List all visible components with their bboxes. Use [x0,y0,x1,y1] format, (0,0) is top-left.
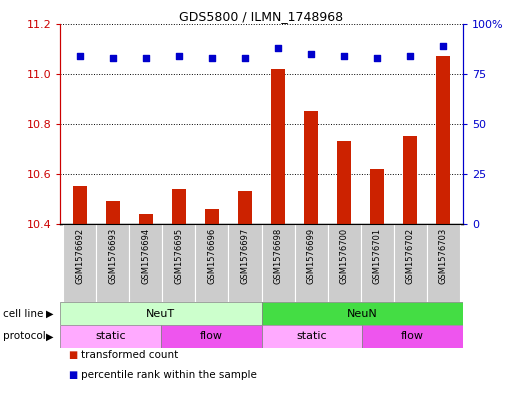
Text: ■: ■ [68,350,77,360]
Point [109,55,117,61]
Bar [271,69,285,224]
Point [307,50,315,57]
Point [406,52,414,59]
Bar [262,302,463,325]
Text: percentile rank within the sample: percentile rank within the sample [81,370,257,380]
Bar [173,189,186,224]
Point [340,52,348,59]
Text: flow: flow [200,331,223,342]
Text: GSM1576701: GSM1576701 [372,228,382,284]
Text: GSM1576698: GSM1576698 [274,228,282,284]
Bar [60,325,161,348]
Bar [196,224,229,302]
Bar [427,224,460,302]
Bar [362,325,463,348]
Bar [106,201,120,224]
Point [373,55,381,61]
Bar [63,224,96,302]
Bar [403,136,417,224]
Text: NeuT: NeuT [146,309,175,319]
Text: protocol: protocol [3,331,46,342]
Bar [327,224,360,302]
Bar [60,302,262,325]
Point [274,44,282,51]
Point [439,42,447,49]
Text: GSM1576695: GSM1576695 [175,228,184,284]
Bar [370,169,384,224]
Text: GDS5800 / ILMN_1748968: GDS5800 / ILMN_1748968 [179,10,344,23]
Bar [262,224,294,302]
Point [142,55,150,61]
Bar [163,224,196,302]
Text: GSM1576700: GSM1576700 [339,228,348,284]
Text: GSM1576692: GSM1576692 [75,228,84,284]
Bar [73,186,86,224]
Text: ▶: ▶ [46,309,53,319]
Text: cell line: cell line [3,309,43,319]
Text: GSM1576693: GSM1576693 [108,228,118,284]
Text: flow: flow [401,331,424,342]
Text: GSM1576694: GSM1576694 [141,228,151,284]
Text: transformed count: transformed count [81,350,178,360]
Bar [161,325,262,348]
Text: ▶: ▶ [46,331,53,342]
Text: NeuN: NeuN [347,309,378,319]
Bar [360,224,393,302]
Point [241,55,249,61]
Text: static: static [95,331,126,342]
Bar [229,224,262,302]
Bar [304,111,317,224]
Bar [437,56,450,224]
Bar [262,325,362,348]
Bar [337,141,350,224]
Point [208,55,216,61]
Text: ■: ■ [68,370,77,380]
Text: GSM1576696: GSM1576696 [208,228,217,284]
Point [76,52,84,59]
Bar [96,224,130,302]
Text: GSM1576699: GSM1576699 [306,228,315,284]
Bar [206,209,219,224]
Text: GSM1576697: GSM1576697 [241,228,249,284]
Bar [238,191,252,224]
Text: GSM1576703: GSM1576703 [439,228,448,284]
Text: GSM1576702: GSM1576702 [405,228,415,284]
Bar [393,224,427,302]
Text: static: static [297,331,327,342]
Bar [139,214,153,224]
Bar [294,224,327,302]
Bar [130,224,163,302]
Point [175,52,183,59]
